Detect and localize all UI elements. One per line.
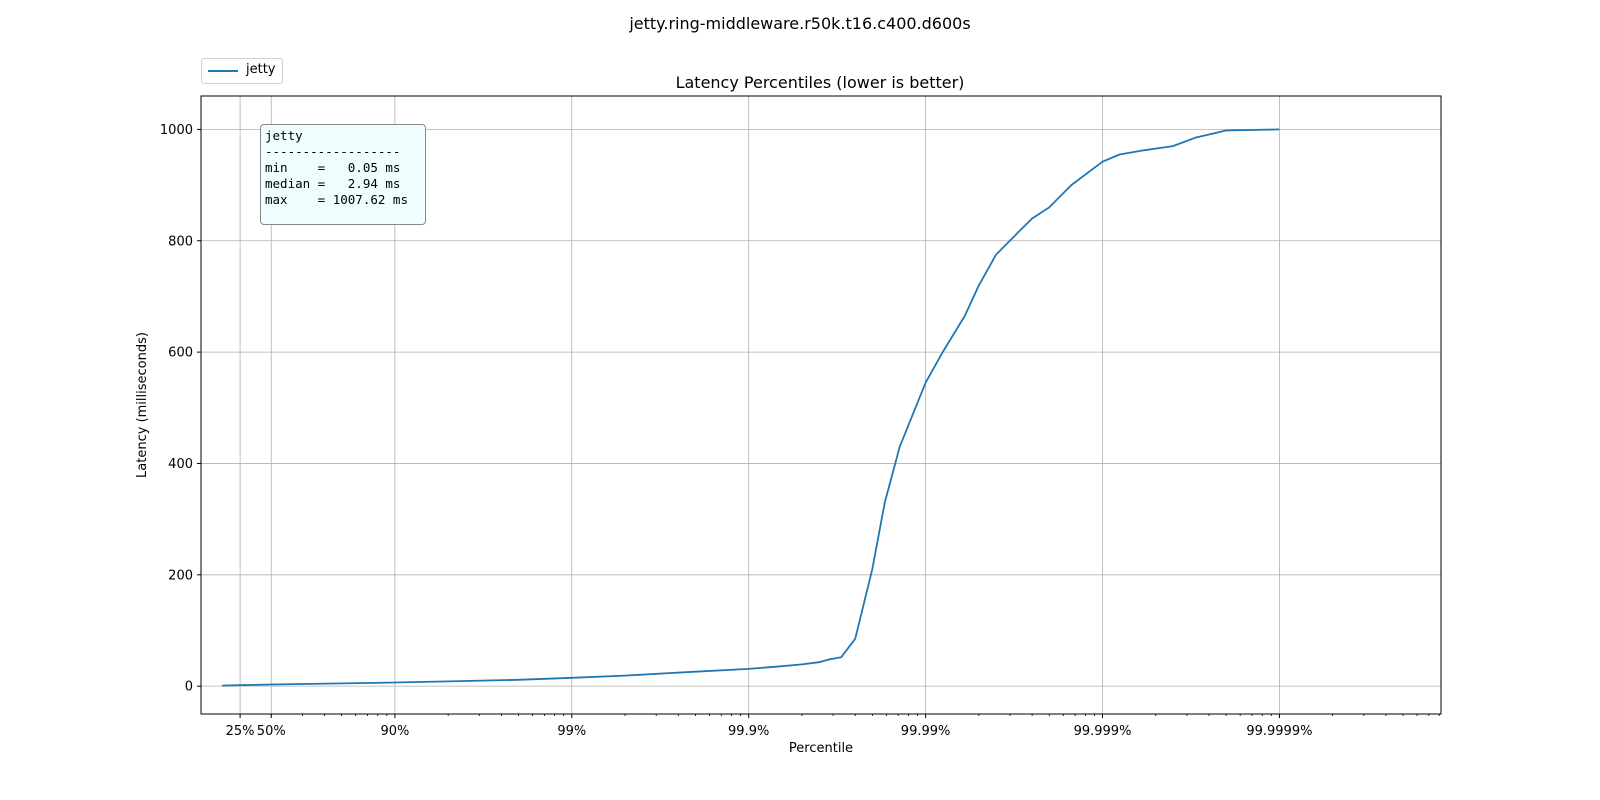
stats-median: median = 2.94 ms <box>265 176 401 191</box>
x-tick-label: 50% <box>257 724 286 739</box>
y-tick-label: 400 <box>168 457 193 472</box>
x-tick-label: 99.999% <box>1074 724 1132 739</box>
legend: jetty <box>201 58 283 84</box>
chart-suptitle: jetty.ring-middleware.r50k.t16.c400.d600… <box>628 14 970 33</box>
x-tick-label: 99.99% <box>901 724 951 739</box>
legend-line-swatch <box>208 70 238 72</box>
y-tick-label: 1000 <box>160 123 193 138</box>
x-axis-label: Percentile <box>789 741 853 756</box>
y-tick-label: 200 <box>168 568 193 583</box>
stats-box: jetty ------------------ min = 0.05 ms m… <box>260 124 426 225</box>
chart-title: Latency Percentiles (lower is better) <box>676 73 965 92</box>
y-axis-ticks: 0 200 400 600 800 1000 <box>160 123 201 695</box>
stats-title: jetty <box>265 128 303 143</box>
series-layer <box>221 128 1280 687</box>
x-tick-label: 90% <box>380 724 409 739</box>
plot-frame <box>200 95 1442 715</box>
grid <box>201 96 1441 714</box>
y-axis-label: Latency (milliseconds) <box>135 332 150 478</box>
stats-max: max = 1007.62 ms <box>265 192 408 207</box>
y-tick-label: 0 <box>185 680 193 695</box>
stats-min: min = 0.05 ms <box>265 160 401 175</box>
x-tick-label: 99.9999% <box>1246 724 1312 739</box>
x-axis-ticks: 25% 50% 90% 99% 99.9% 99.99% 99.999% 99.9999% <box>226 714 1440 739</box>
x-tick-label: 99.9% <box>728 724 769 739</box>
y-tick-label: 600 <box>168 346 193 361</box>
x-tick-label: 99% <box>557 724 586 739</box>
legend-label: jetty <box>246 62 276 77</box>
x-tick-label: 25% <box>226 724 255 739</box>
stats-separator: ------------------ <box>265 144 401 159</box>
y-tick-label: 800 <box>168 234 193 249</box>
series-line-jetty <box>221 128 1280 687</box>
